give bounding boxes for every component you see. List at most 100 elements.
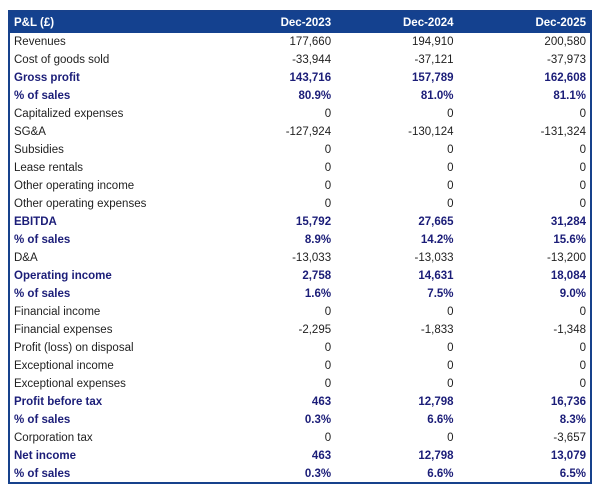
cell-value: -37,973 bbox=[546, 54, 586, 66]
cell-value: 0 bbox=[579, 198, 586, 210]
cell-value: 0 bbox=[447, 108, 454, 120]
table-row: % of sales 0.3% 6.6% 8.3% bbox=[9, 411, 591, 429]
table-row: Revenues 177,660 194,910 200,580 bbox=[9, 33, 591, 51]
table-row: Corporation tax 0 0 -3,657 bbox=[9, 429, 591, 447]
cell-value: 162,608 bbox=[544, 72, 586, 84]
cell-value: 14.2% bbox=[420, 234, 454, 246]
cell-value: 12,798 bbox=[418, 396, 454, 408]
cell-value: 13,079 bbox=[550, 450, 586, 462]
cell-value: 6.6% bbox=[427, 414, 454, 426]
cell-value: 0.3% bbox=[304, 467, 332, 480]
cell-value: 16,736 bbox=[550, 396, 586, 408]
table-row: Subsidies 0 0 0 bbox=[9, 141, 591, 159]
cell-value: 0 bbox=[324, 144, 332, 156]
row-label: SG&A bbox=[14, 126, 46, 138]
cell-value: 15,792 bbox=[295, 216, 332, 228]
table-row: Financial income 0 0 0 bbox=[9, 303, 591, 321]
table-row: Financial expenses -2,295 -1,833 -1,348 bbox=[9, 321, 591, 339]
row-label: Exceptional income bbox=[14, 360, 114, 372]
column-header-dec-2025: Dec-2025 bbox=[457, 11, 591, 33]
row-label: Revenues bbox=[14, 36, 66, 48]
table-row: Gross profit 143,716 157,789 162,608 bbox=[9, 69, 591, 87]
cell-value: 0 bbox=[447, 342, 454, 354]
cell-value: 0 bbox=[447, 378, 454, 390]
cell-value: 15.6% bbox=[553, 234, 586, 246]
row-label: % of sales bbox=[14, 234, 71, 246]
cell-value: 143,716 bbox=[289, 72, 332, 84]
row-label: Profit (loss) on disposal bbox=[14, 342, 134, 354]
cell-value: 0.3% bbox=[304, 414, 332, 426]
cell-value: 194,910 bbox=[411, 36, 454, 48]
cell-value: 200,580 bbox=[544, 36, 586, 48]
cell-value: 0 bbox=[579, 162, 586, 174]
cell-value: 18,084 bbox=[550, 270, 586, 282]
cell-value: 0 bbox=[447, 180, 454, 192]
cell-value: 81.1% bbox=[553, 90, 586, 102]
row-label: Other operating income bbox=[14, 180, 135, 192]
pnl-statement: P&L (£) Dec-2023 Dec-2024 Dec-2025 Reven… bbox=[8, 10, 592, 484]
cell-value: 157,789 bbox=[411, 72, 454, 84]
table-row: Net income 463 12,798 13,079 bbox=[9, 447, 591, 465]
row-label: Net income bbox=[14, 450, 76, 462]
table-row: % of sales 0.3% 6.6% 6.5% bbox=[9, 465, 591, 483]
table-row: Profit before tax 463 12,798 16,736 bbox=[9, 393, 591, 411]
table-row: Other operating expenses 0 0 0 bbox=[9, 195, 591, 213]
row-label: Capitalized expenses bbox=[14, 108, 124, 120]
cell-value: -127,924 bbox=[285, 126, 332, 138]
cell-value: 0 bbox=[579, 144, 586, 156]
row-label: Operating income bbox=[14, 270, 112, 282]
cell-value: 1.6% bbox=[304, 288, 332, 300]
table-row: D&A -13,033 -13,033 -13,200 bbox=[9, 249, 591, 267]
row-label: D&A bbox=[14, 252, 38, 264]
pnl-table-header: P&L (£) Dec-2023 Dec-2024 Dec-2025 bbox=[9, 11, 591, 33]
table-row: Lease rentals 0 0 0 bbox=[9, 159, 591, 177]
cell-value: 31,284 bbox=[550, 216, 586, 228]
cell-value: 0 bbox=[579, 378, 586, 390]
row-label: % of sales bbox=[14, 414, 71, 426]
cell-value: 0 bbox=[579, 342, 586, 354]
cell-value: 0 bbox=[324, 198, 332, 210]
cell-value: 0 bbox=[324, 306, 332, 318]
row-label: EBITDA bbox=[14, 216, 57, 228]
cell-value: 0 bbox=[579, 360, 586, 372]
cell-value: 9.0% bbox=[559, 288, 586, 300]
cell-value: -1,348 bbox=[553, 324, 586, 336]
cell-value: -33,944 bbox=[292, 54, 332, 66]
table-title: P&L (£) bbox=[9, 11, 212, 33]
pnl-table-body: Revenues 177,660 194,910 200,580 Cost of goo… bbox=[9, 33, 591, 483]
row-label: Subsidies bbox=[14, 144, 64, 156]
row-label: Cost of goods sold bbox=[14, 54, 110, 66]
cell-value: 8.9% bbox=[304, 234, 332, 246]
cell-value: -13,033 bbox=[292, 252, 332, 264]
table-row: Capitalized expenses 0 0 0 bbox=[9, 105, 591, 123]
cell-value: -3,657 bbox=[553, 432, 586, 444]
table-row: Cost of goods sold -33,944 -37,121 -37,973 bbox=[9, 51, 591, 69]
table-row: % of sales 8.9% 14.2% 15.6% bbox=[9, 231, 591, 249]
cell-value: -131,324 bbox=[540, 126, 586, 138]
pnl-table: P&L (£) Dec-2023 Dec-2024 Dec-2025 Reven… bbox=[8, 10, 592, 484]
table-row: Exceptional income 0 0 0 bbox=[9, 357, 591, 375]
cell-value: -13,200 bbox=[546, 252, 586, 264]
cell-value: 0 bbox=[447, 144, 454, 156]
cell-value: 177,660 bbox=[289, 36, 332, 48]
cell-value: 0 bbox=[324, 432, 332, 444]
cell-value: 80.9% bbox=[298, 90, 332, 102]
column-header-dec-2023: Dec-2023 bbox=[211, 11, 336, 33]
table-row: SG&A -127,924 -130,124 -131,324 bbox=[9, 123, 591, 141]
cell-value: 0 bbox=[447, 432, 454, 444]
cell-value: 463 bbox=[311, 396, 332, 408]
cell-value: 0 bbox=[324, 180, 332, 192]
cell-value: 12,798 bbox=[418, 450, 454, 462]
cell-value: -130,124 bbox=[408, 126, 454, 138]
cell-value: -1,833 bbox=[420, 324, 454, 336]
cell-value: 0 bbox=[324, 378, 332, 390]
cell-value: 6.5% bbox=[559, 467, 586, 480]
row-label: Financial expenses bbox=[14, 324, 113, 336]
cell-value: 0 bbox=[447, 198, 454, 210]
cell-value: 81.0% bbox=[420, 90, 454, 102]
column-header-dec-2024: Dec-2024 bbox=[335, 11, 458, 33]
row-label: % of sales bbox=[14, 467, 71, 480]
table-row: % of sales 1.6% 7.5% 9.0% bbox=[9, 285, 591, 303]
row-label: Financial income bbox=[14, 306, 101, 318]
table-row: Exceptional expenses 0 0 0 bbox=[9, 375, 591, 393]
